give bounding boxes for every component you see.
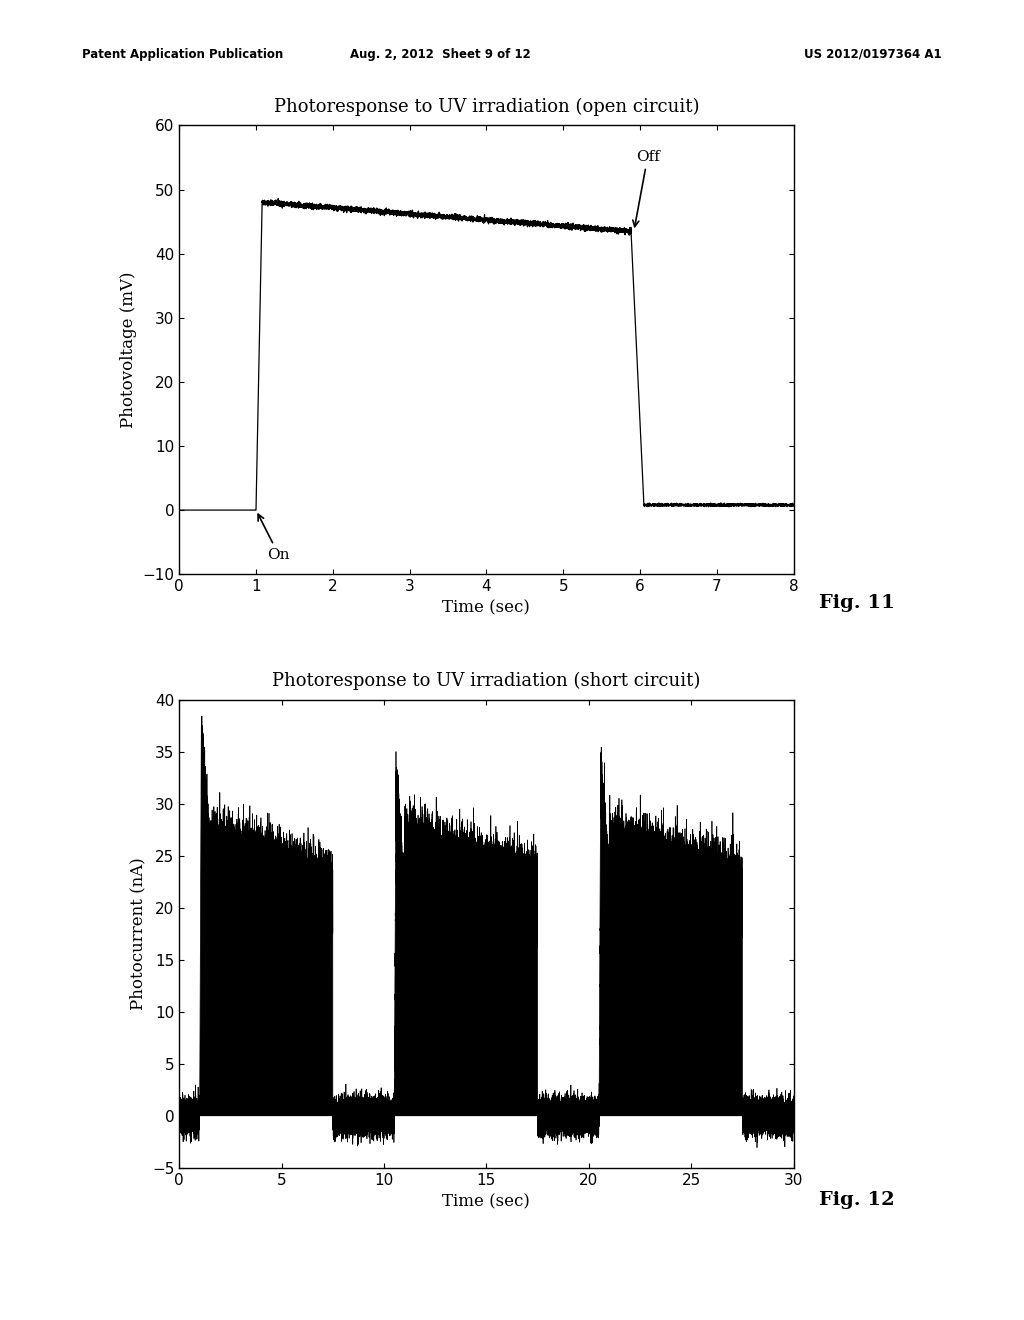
- Y-axis label: Photocurrent (nA): Photocurrent (nA): [129, 858, 146, 1010]
- Text: Off: Off: [633, 150, 659, 227]
- Text: Patent Application Publication: Patent Application Publication: [82, 48, 284, 61]
- X-axis label: Time (sec): Time (sec): [442, 1193, 530, 1210]
- X-axis label: Time (sec): Time (sec): [442, 599, 530, 616]
- Title: Photoresponse to UV irradiation (short circuit): Photoresponse to UV irradiation (short c…: [272, 672, 700, 690]
- Text: Fig. 11: Fig. 11: [819, 594, 895, 612]
- Text: Fig. 12: Fig. 12: [819, 1191, 895, 1209]
- Title: Photoresponse to UV irradiation (open circuit): Photoresponse to UV irradiation (open ci…: [273, 98, 699, 116]
- Text: US 2012/0197364 A1: US 2012/0197364 A1: [805, 48, 942, 61]
- Y-axis label: Photovoltage (mV): Photovoltage (mV): [120, 272, 137, 428]
- Text: Aug. 2, 2012  Sheet 9 of 12: Aug. 2, 2012 Sheet 9 of 12: [350, 48, 530, 61]
- Text: On: On: [258, 515, 290, 562]
